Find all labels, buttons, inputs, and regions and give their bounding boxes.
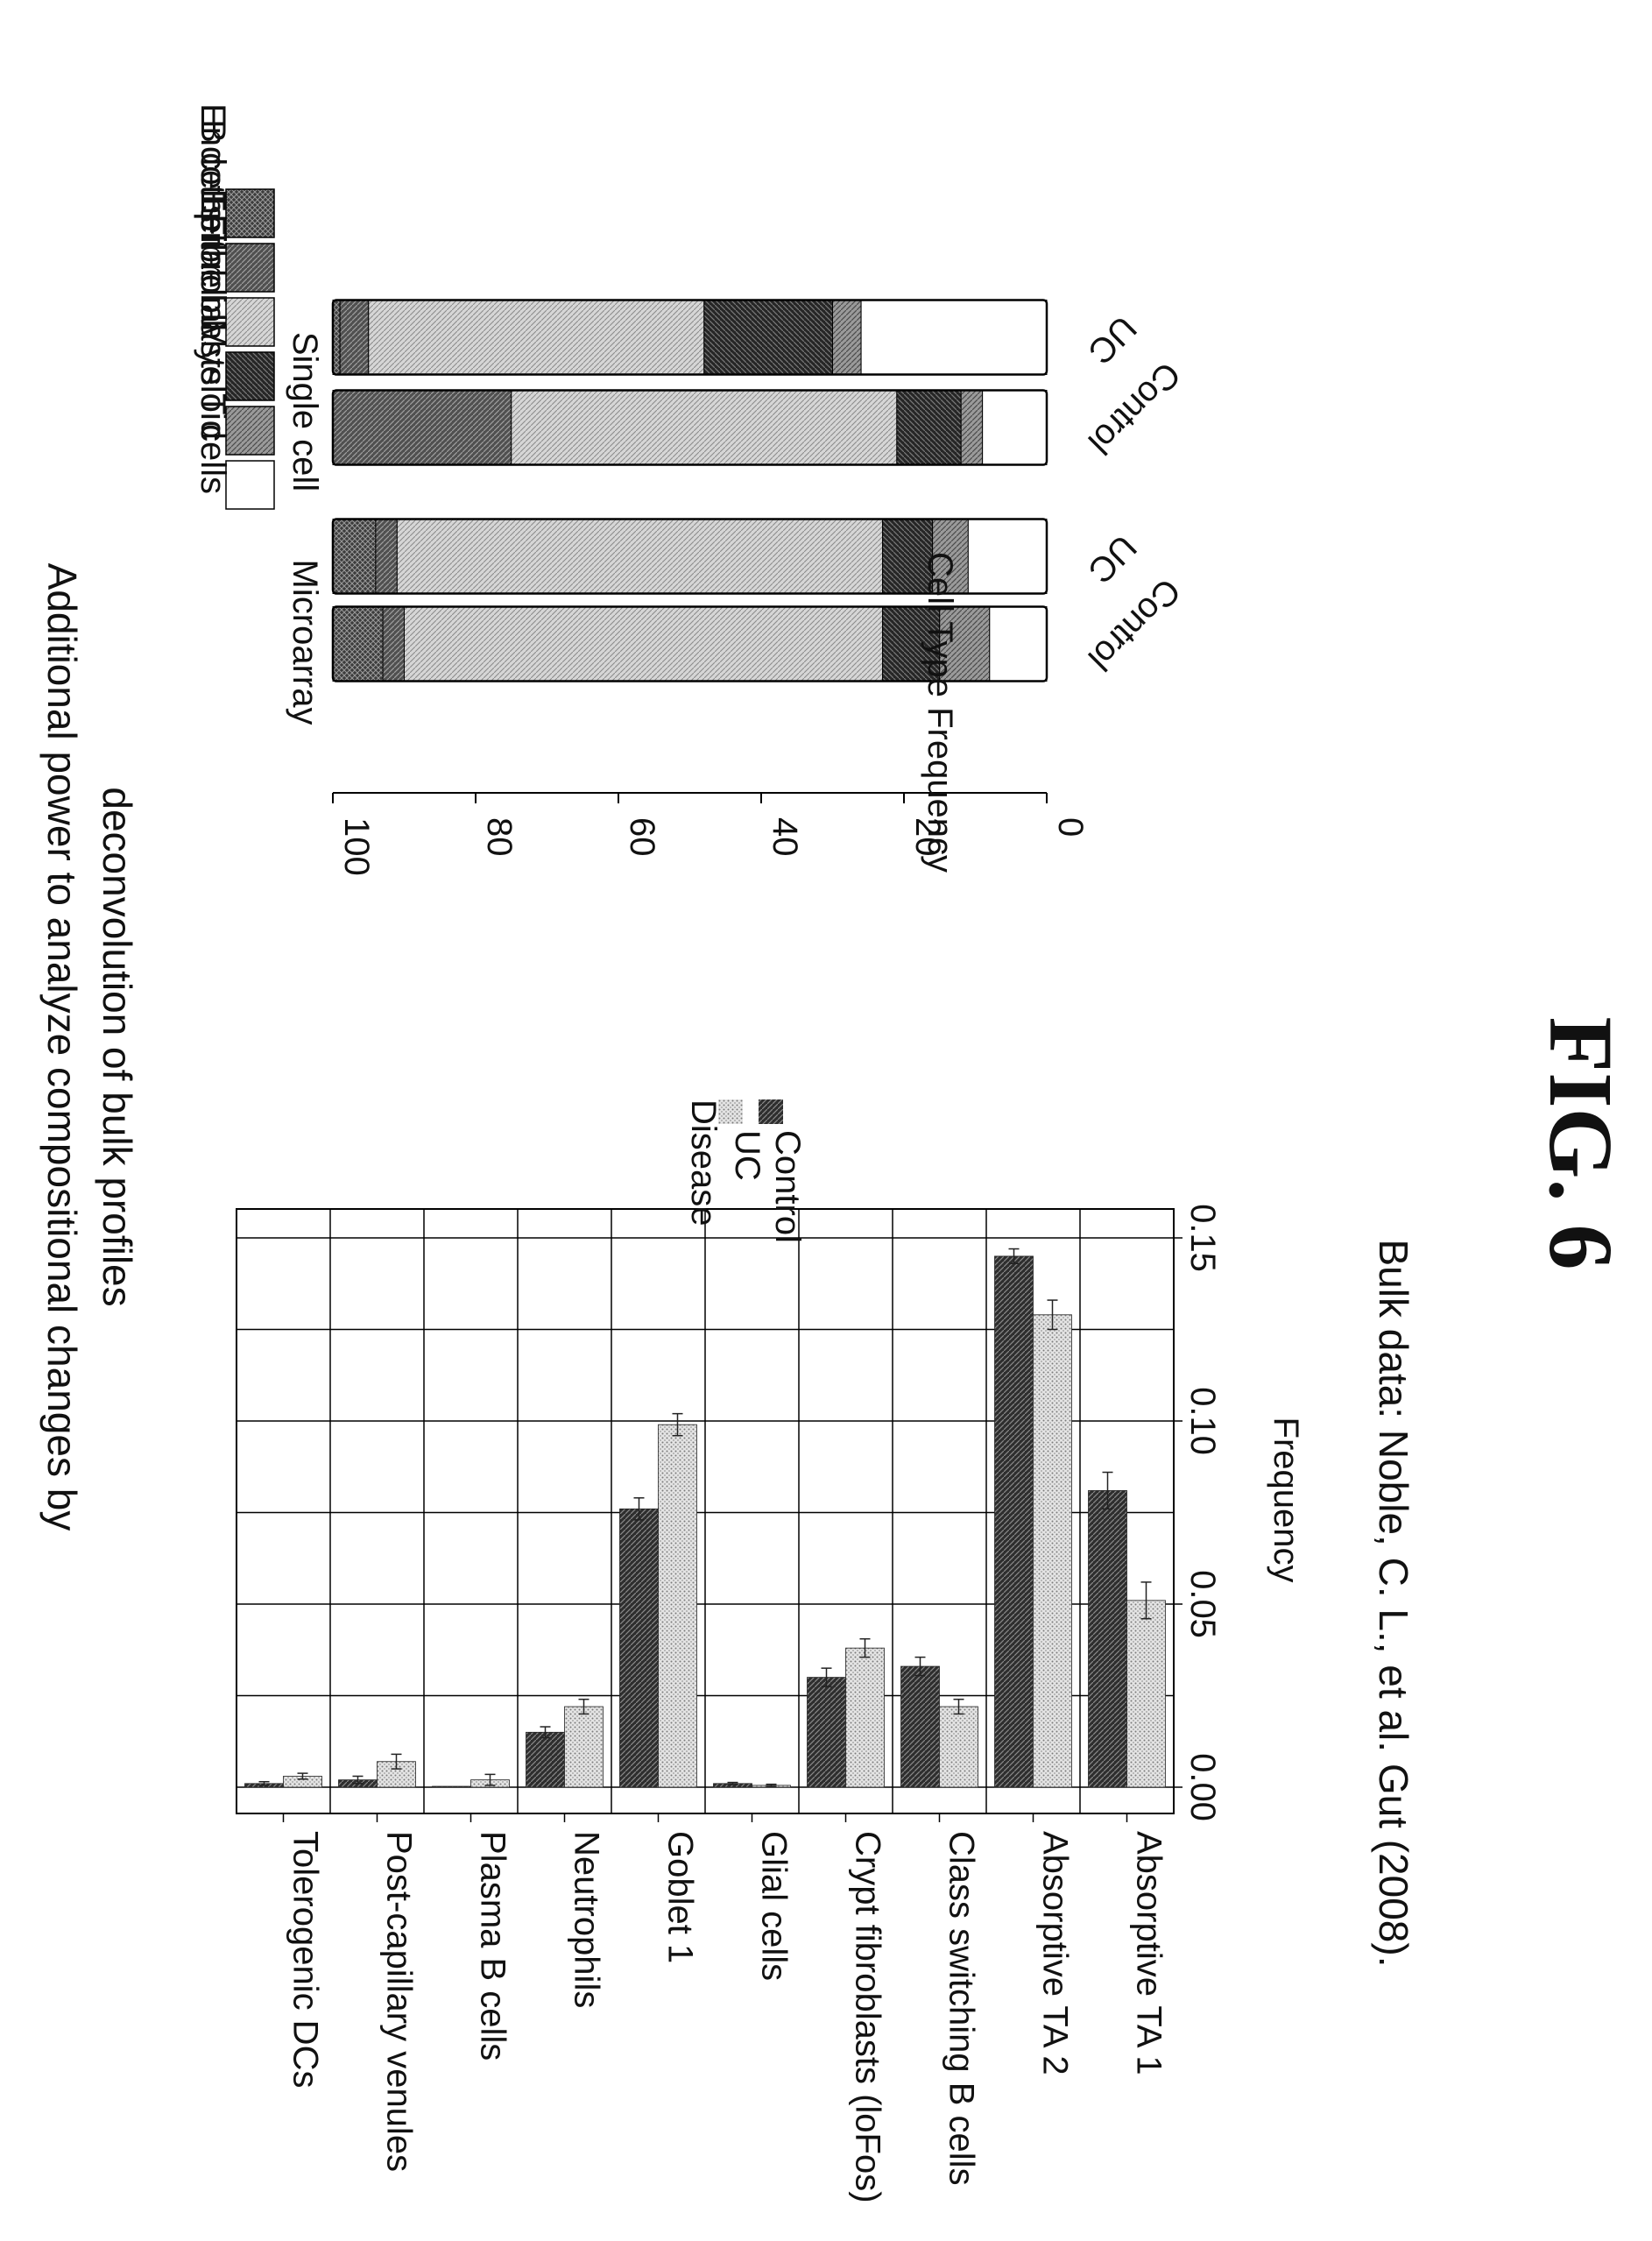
stacked-category-label-0: Control bbox=[1081, 570, 1188, 677]
legend-label-endothelial: Endothelial bbox=[194, 103, 232, 277]
stack-segment-t-cells-2 bbox=[982, 390, 1048, 465]
stack-segment-epithelial-2 bbox=[511, 390, 898, 465]
stacked-chart-group-single-cell: Single cell bbox=[286, 332, 324, 491]
legend-swatch-epithelial bbox=[225, 297, 275, 347]
bar-uc-neutrophils bbox=[564, 1706, 604, 1788]
stack-bar-outline-3 bbox=[331, 299, 1048, 376]
stacked-y-tick-label-1: 20 bbox=[908, 817, 947, 857]
stack-segment-epithelial-0 bbox=[404, 606, 884, 682]
stacked-y-tick-label-5: 100 bbox=[337, 817, 376, 876]
stack-segment-endothelial-0 bbox=[382, 606, 405, 682]
stack-segment-fibroblasts-3 bbox=[703, 300, 833, 375]
stack-bar-outline-1 bbox=[331, 518, 1048, 595]
legend-label-fibroblasts: Fibroblasts bbox=[194, 214, 232, 385]
figure-label: FIG. 6 bbox=[1530, 1017, 1631, 1270]
stack-bar-outline-2 bbox=[331, 389, 1048, 466]
bar-chart-x-ticks: 0.00 0.05 0.10 0.15 bbox=[1174, 1204, 1222, 1821]
stack-segment-fibroblasts-1 bbox=[882, 519, 934, 594]
category-label-post-capillary-venules: Post-capillary venules bbox=[380, 1831, 419, 2172]
bar-chart-category-labels: Tolerogenic DCs Post-capillary venules Pla… bbox=[282, 1813, 1168, 2203]
bar-control-absorptive-ta-1 bbox=[1088, 1490, 1127, 1788]
legend-swatch-b-cells bbox=[225, 188, 275, 238]
bar-chart: Tolerogenic DCs Post-capillary venules Pla… bbox=[236, 1204, 1305, 2203]
bar-uc-class-switching-b-cells bbox=[939, 1706, 978, 1788]
category-label-class-switching-b-cells: Class switching B cells bbox=[942, 1831, 981, 2186]
stack-segment-fibroblasts-2 bbox=[896, 390, 962, 465]
stack-segment-endothelial-3 bbox=[339, 300, 370, 375]
legend-label-uc: UC bbox=[728, 1130, 766, 1181]
x-tick-label-0: 0.00 bbox=[1183, 1753, 1222, 1821]
category-label-neutrophils: Neutrophils bbox=[568, 1831, 606, 2008]
stacked-chart-group-microarray: Microarray bbox=[286, 560, 324, 725]
bar-control-neutrophils bbox=[526, 1731, 565, 1788]
figure-caption: Bulk data: Noble, C. L., et al. Gut (200… bbox=[1371, 1240, 1416, 1968]
figure-title-line2: deconvolution of bulk profiles bbox=[95, 787, 140, 1306]
category-label-goblet-1: Goblet 1 bbox=[661, 1831, 700, 1963]
legend-label-myeloid: Myeloid bbox=[194, 319, 232, 440]
stacked-chart-bars bbox=[331, 299, 1048, 682]
category-label-crypt-fibroblasts-lofos: Crypt fibroblasts (loFos) bbox=[849, 1831, 887, 2203]
stack-segment-endothelial-2 bbox=[332, 390, 512, 465]
stacked-y-tick-label-0: 0 bbox=[1051, 817, 1090, 837]
stack-segment-t-cells-3 bbox=[860, 300, 1048, 375]
legend-swatch-control bbox=[759, 1099, 783, 1124]
stack-segment-fibroblasts-0 bbox=[882, 606, 941, 682]
category-label-absorptive-ta-2: Absorptive TA 2 bbox=[1036, 1831, 1075, 2075]
stacked-y-tick-label-2: 40 bbox=[766, 817, 804, 857]
stacked-category-label-1: UC bbox=[1081, 527, 1144, 590]
stack-segment-b-cells-1 bbox=[332, 519, 377, 594]
stacked-chart-legend: B cellsEndothelialEpithelialFibroblastsM… bbox=[194, 103, 275, 510]
bar-control-goblet-1 bbox=[619, 1508, 659, 1788]
bar-uc-absorptive-ta-2 bbox=[1033, 1314, 1072, 1788]
stacked-category-label-2: Control bbox=[1081, 354, 1188, 461]
category-label-plasma-b-cells: Plasma B cells bbox=[474, 1831, 512, 2061]
stacked-chart-y-axis: 0 20 40 60 80 100 bbox=[332, 792, 1090, 876]
stack-segment-epithelial-1 bbox=[396, 519, 884, 594]
bar-uc-goblet-1 bbox=[658, 1424, 697, 1788]
stack-segment-t-cells-0 bbox=[989, 606, 1048, 682]
x-tick-label-1: 0.05 bbox=[1183, 1570, 1222, 1638]
bar-control-absorptive-ta-2 bbox=[994, 1255, 1034, 1788]
legend-swatch-myeloid bbox=[225, 406, 275, 456]
bar-control-plasma-b-cells bbox=[432, 1785, 471, 1788]
stack-segment-epithelial-3 bbox=[368, 300, 705, 375]
category-label-tolerogenic-dcs: Tolerogenic DCs bbox=[286, 1831, 325, 2088]
stack-segment-myeloid-2 bbox=[960, 390, 984, 465]
stack-segment-b-cells-0 bbox=[332, 606, 384, 682]
bar-uc-absorptive-ta-1 bbox=[1126, 1600, 1166, 1788]
x-tick-label-3: 0.15 bbox=[1183, 1204, 1222, 1272]
category-label-glial-cells: Glial cells bbox=[755, 1831, 794, 1981]
stack-bar-outline-0 bbox=[331, 605, 1048, 682]
bar-control-crypt-fibroblasts-lofos bbox=[807, 1677, 846, 1788]
stack-segment-t-cells-1 bbox=[967, 519, 1048, 594]
category-label-absorptive-ta-1: Absorptive TA 1 bbox=[1130, 1831, 1168, 2075]
legend-swatch-uc bbox=[718, 1099, 743, 1124]
legend-label-t-cells: T cells bbox=[194, 393, 232, 494]
stack-segment-endothelial-1 bbox=[375, 519, 398, 594]
stack-segment-myeloid-3 bbox=[832, 300, 862, 375]
bar-chart-bars bbox=[244, 1248, 1166, 1788]
stacked-chart-y-axis-label: Cell Type Frequency bbox=[921, 552, 959, 873]
stacked-y-tick-label-3: 60 bbox=[623, 817, 661, 857]
legend-swatch-fibroblasts bbox=[225, 351, 275, 401]
legend-label-control: Control bbox=[768, 1130, 807, 1243]
bar-uc-crypt-fibroblasts-lofos bbox=[845, 1647, 885, 1788]
legend-swatch-endothelial bbox=[225, 243, 275, 293]
legend-title-disease: Disease bbox=[684, 1099, 723, 1227]
stacked-y-tick-label-4: 80 bbox=[480, 817, 519, 857]
bar-chart-legend: Disease UC Control bbox=[684, 1099, 807, 1243]
legend-swatch-t-cells bbox=[225, 460, 275, 510]
stack-segment-myeloid-0 bbox=[939, 606, 991, 682]
bar-chart-x-axis-label: Frequency bbox=[1267, 1417, 1305, 1583]
legend-label-epithelial: Epithelial bbox=[194, 189, 232, 331]
legend-label-b-cells: B cells bbox=[194, 119, 232, 223]
bar-control-class-switching-b-cells bbox=[900, 1665, 940, 1788]
stacked-category-label-3: UC bbox=[1081, 308, 1144, 371]
x-tick-label-2: 0.10 bbox=[1183, 1387, 1222, 1455]
figure-title-line1: Additional power to analyze compositiona… bbox=[39, 563, 85, 1531]
